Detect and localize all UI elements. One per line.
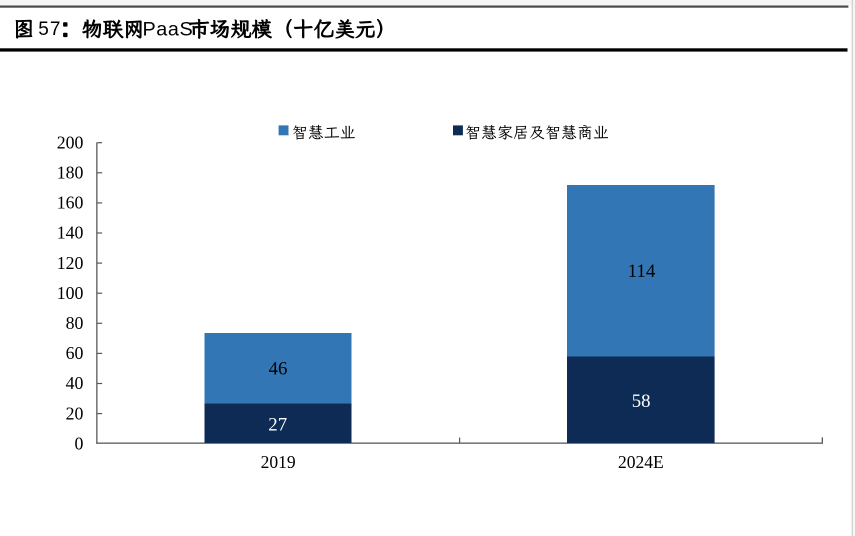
svg-text:20: 20 bbox=[66, 403, 84, 423]
svg-text:57: 57 bbox=[38, 19, 61, 40]
svg-text:114: 114 bbox=[628, 261, 656, 282]
svg-text:100: 100 bbox=[57, 283, 84, 303]
svg-text:140: 140 bbox=[57, 223, 84, 243]
svg-text:120: 120 bbox=[57, 253, 84, 273]
svg-text:40: 40 bbox=[66, 373, 84, 393]
svg-text:200: 200 bbox=[57, 132, 84, 152]
svg-text:160: 160 bbox=[57, 193, 84, 213]
svg-text:27: 27 bbox=[268, 415, 287, 436]
svg-text:46: 46 bbox=[269, 359, 288, 380]
svg-text:2019: 2019 bbox=[261, 452, 296, 472]
svg-text:80: 80 bbox=[66, 313, 84, 333]
svg-text:0: 0 bbox=[75, 433, 84, 453]
svg-text:2024E: 2024E bbox=[618, 452, 664, 472]
svg-text:180: 180 bbox=[57, 163, 84, 183]
svg-text:58: 58 bbox=[632, 391, 651, 412]
svg-text:PaaS: PaaS bbox=[143, 18, 194, 40]
svg-text:60: 60 bbox=[66, 343, 84, 363]
